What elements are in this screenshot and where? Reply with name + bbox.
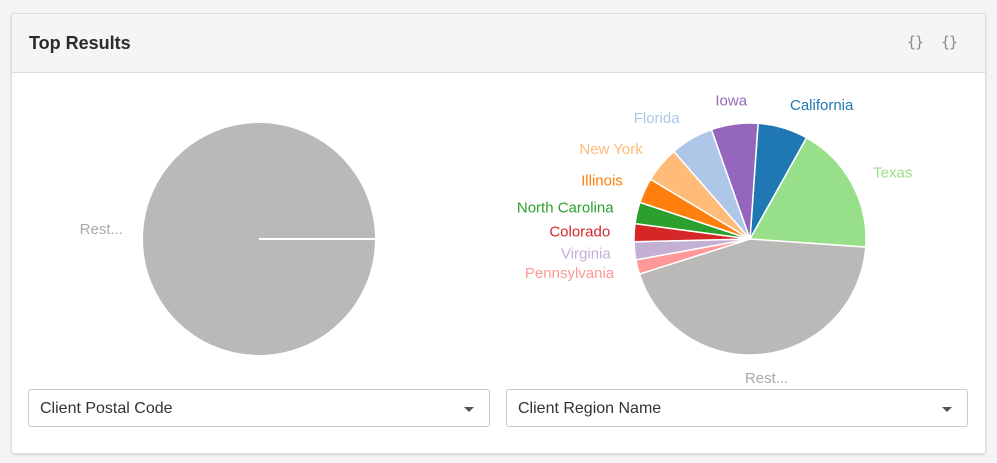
region-name-select-label: Client Region Name <box>518 400 662 417</box>
region-name-select[interactable]: Client Region Name <box>506 389 968 427</box>
postal-code-pie-chart: Rest... <box>12 76 492 386</box>
pie-label-rest: Rest... <box>745 370 788 386</box>
region-name-pie-chart: California Texas Rest... Pennsylvania Virgin… <box>492 76 982 387</box>
pie-label-iowa: Iowa <box>715 92 747 109</box>
pie-slice-iowa[interactable] <box>710 122 759 240</box>
pie-label-new-york: New York <box>579 141 643 158</box>
code-braces-icon[interactable]: {} <box>906 33 924 51</box>
top-results-panel: Top Results {} {} Rest... California Texa… <box>11 13 986 454</box>
pie-slice-texas[interactable] <box>748 136 867 248</box>
chevron-down-icon <box>942 407 952 412</box>
pie-label-florida: Florida <box>634 110 681 127</box>
pie-label-texas: Texas <box>873 164 912 181</box>
code-braces-icon[interactable]: {} <box>940 33 958 51</box>
postal-code-select[interactable]: Client Postal Code <box>28 389 490 427</box>
chevron-down-icon <box>464 407 474 412</box>
panel-header: Top Results {} {} <box>12 14 985 73</box>
panel-title: Top Results <box>29 33 131 53</box>
pie-label-pennsylvania: Pennsylvania <box>525 265 615 282</box>
postal-code-pie-svg: Rest... <box>80 123 375 355</box>
postal-code-select-label: Client Postal Code <box>40 400 173 417</box>
pie-label-virginia: Virginia <box>561 245 611 262</box>
pie-label-california: California <box>790 97 854 114</box>
pie-label-illinois: Illinois <box>581 172 623 189</box>
pie-label-colorado: Colorado <box>549 223 610 240</box>
pie-label-rest: Rest... <box>80 221 123 238</box>
pie-label-north-carolina: North Carolina <box>517 200 614 217</box>
region-name-pie-svg: California Texas Rest... Pennsylvania Virgin… <box>517 92 912 387</box>
pie-slice-rest[interactable] <box>638 238 867 356</box>
